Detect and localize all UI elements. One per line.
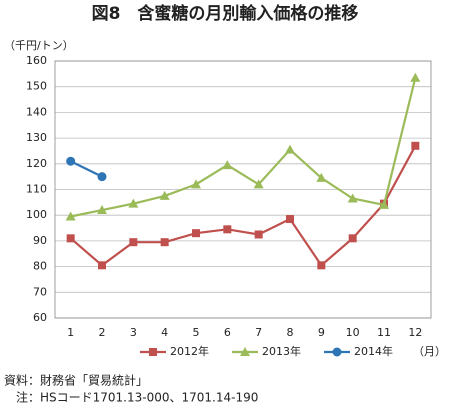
chart-title: 図8 含蜜糖の月別輸入価格の推移 <box>92 3 359 24</box>
x-tick-label: 4 <box>161 326 168 339</box>
note: 注：HSコード1701.13-000、1701.14-190 <box>16 390 258 405</box>
y-tick-label: 120 <box>26 157 47 170</box>
x-axis-label: （月） <box>413 345 446 358</box>
y-tick-label: 160 <box>26 54 47 67</box>
source: 資料：財務省「貿易統計」 <box>4 373 148 388</box>
data-point <box>316 172 327 182</box>
data-point <box>222 160 233 170</box>
x-tick-label: 9 <box>318 326 325 339</box>
data-point <box>129 238 138 247</box>
legend-label: 2013年 <box>262 344 301 358</box>
legend-marker <box>240 347 250 356</box>
data-point <box>128 198 139 208</box>
data-point <box>191 179 201 189</box>
x-tick-label: 8 <box>287 326 294 339</box>
data-point <box>286 215 294 224</box>
series-line <box>70 160 103 178</box>
data-point <box>253 179 264 189</box>
y-tick-label: 150 <box>26 80 47 93</box>
data-point <box>192 229 200 238</box>
data-point <box>160 238 169 247</box>
data-point <box>347 193 358 203</box>
x-tick-label: 6 <box>224 326 231 339</box>
data-point <box>285 144 295 154</box>
y-tick-label: 60 <box>33 311 47 324</box>
plot-border <box>54 60 432 319</box>
x-tick-label: 11 <box>377 326 391 339</box>
x-tick-label: 10 <box>346 326 360 339</box>
y-tick-label: 130 <box>26 131 47 144</box>
legend-marker <box>149 348 157 356</box>
data-point <box>97 205 107 215</box>
legend-marker <box>332 347 342 357</box>
data-point <box>66 156 76 166</box>
y-tick-label: 110 <box>26 183 47 196</box>
y-tick-label: 80 <box>33 260 47 273</box>
y-tick-label: 70 <box>33 285 47 298</box>
x-tick-label: 7 <box>255 326 262 339</box>
y-tick-label: 140 <box>26 105 47 118</box>
x-tick-label: 1 <box>67 326 74 339</box>
x-tick-label: 3 <box>130 326 137 339</box>
data-point <box>254 230 263 239</box>
data-point <box>411 141 420 150</box>
data-point <box>159 190 170 200</box>
data-point <box>223 225 232 234</box>
legend-label: 2012年 <box>170 344 209 358</box>
y-axis-label: （千円/トン） <box>4 39 74 52</box>
data-point <box>65 211 76 221</box>
x-tick-label: 12 <box>408 326 422 339</box>
y-tick-label: 100 <box>26 208 47 221</box>
y-tick-label: 90 <box>33 234 47 247</box>
series-line <box>70 77 417 218</box>
data-point <box>348 234 357 243</box>
x-tick-label: 2 <box>99 326 106 339</box>
legend-label: 2014年 <box>354 344 393 358</box>
data-point <box>97 172 107 182</box>
series-line <box>69 145 417 267</box>
data-point <box>379 199 389 209</box>
x-tick-label: 5 <box>193 326 200 339</box>
data-point <box>317 261 326 270</box>
data-point <box>410 72 421 82</box>
data-point <box>98 261 106 270</box>
data-point <box>66 234 75 243</box>
